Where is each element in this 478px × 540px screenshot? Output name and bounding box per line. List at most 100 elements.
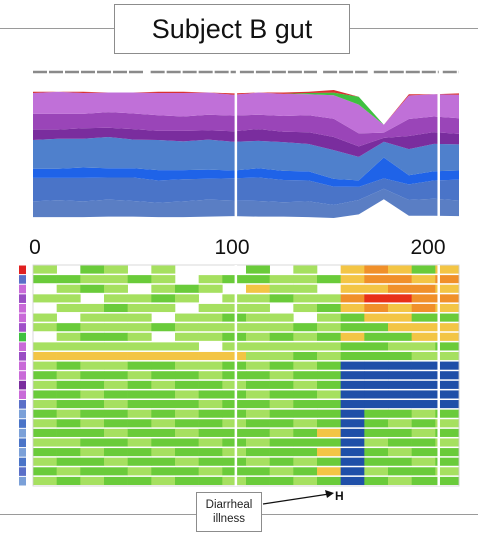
heatmap-cell-15-11 xyxy=(293,409,318,418)
heatmap-cell-17-9 xyxy=(246,428,270,437)
heatmap-cell-16-15 xyxy=(388,419,412,428)
heatmap-cell-4-16 xyxy=(411,303,436,313)
heatmap-cell-14-15 xyxy=(388,400,412,409)
heatmap-cell-20-3 xyxy=(104,457,128,466)
heatmap-cell-8-9 xyxy=(246,342,270,351)
row-label-swatch-1 xyxy=(19,275,26,284)
heatmap-cell-15-13 xyxy=(340,409,365,418)
heatmap-cell-20-5 xyxy=(151,457,176,466)
heatmap-cell-5-14 xyxy=(364,313,389,322)
heatmap-cell-6-11 xyxy=(293,323,318,332)
x-tick-label-200: 200 xyxy=(410,236,446,259)
heatmap-cell-21-9 xyxy=(246,467,270,476)
heatmap-cell-21-3 xyxy=(104,467,128,476)
heatmap-cell-10-10 xyxy=(269,361,294,370)
heatmap-cell-20-1 xyxy=(56,457,81,466)
row-label-swatch-17 xyxy=(19,428,26,438)
heatmap-cell-15-17 xyxy=(435,409,460,418)
heatmap-cell-2-6 xyxy=(175,284,199,293)
heatmap-cell-10-8 xyxy=(222,361,247,370)
heatmap-cell-15-9 xyxy=(246,409,270,418)
heatmap-cell-22-8 xyxy=(222,476,247,485)
heatmap-cell-1-8 xyxy=(222,275,247,284)
heatmap-cell-19-15 xyxy=(388,448,412,457)
callout-line-1: Diarrheal xyxy=(205,499,253,511)
heatmap-cell-13-12 xyxy=(317,390,341,399)
heatmap-cell-13-15 xyxy=(388,390,412,399)
heatmap-cell-22-4 xyxy=(127,476,152,485)
heatmap-cell-1-17 xyxy=(435,275,460,284)
heatmap-cell-1-7 xyxy=(198,275,223,284)
heatmap-cell-22-11 xyxy=(293,476,318,485)
heatmap-cell-22-14 xyxy=(364,476,389,485)
heatmap-cell-16-6 xyxy=(175,419,199,428)
heatmap-cell-7-1 xyxy=(56,332,81,341)
heatmap-cell-12-1 xyxy=(56,380,81,389)
heatmap-cell-15-1 xyxy=(56,409,81,418)
heatmap-cell-9-15 xyxy=(388,351,412,361)
heatmap-cell-20-15 xyxy=(388,457,412,466)
heatmap-cell-20-4 xyxy=(127,457,152,466)
heatmap-cell-16-4 xyxy=(127,419,152,428)
heatmap-cell-4-9 xyxy=(246,303,270,313)
heatmap-cell-15-16 xyxy=(411,409,436,418)
heatmap-cell-16-12 xyxy=(317,419,341,428)
heatmap-cell-1-13 xyxy=(340,275,365,284)
heatmap-cell-1-11 xyxy=(293,275,318,284)
heatmap-cell-11-7 xyxy=(198,371,223,380)
heatmap-cell-17-1 xyxy=(56,428,81,437)
heatmap-cell-13-3 xyxy=(104,390,128,399)
heatmap-cell-12-7 xyxy=(198,380,223,389)
heatmap-cell-10-12 xyxy=(317,361,341,370)
heatmap-cell-22-0 xyxy=(33,476,57,485)
heatmap-cell-21-16 xyxy=(411,467,436,476)
heatmap-cell-17-3 xyxy=(104,428,128,437)
heatmap-cell-18-11 xyxy=(293,438,318,447)
heatmap-cell-17-7 xyxy=(198,428,223,437)
heatmap-cell-0-14 xyxy=(364,265,389,274)
heatmap-cell-15-15 xyxy=(388,409,412,418)
row-label-swatch-7 xyxy=(19,332,26,342)
heatmap-cell-8-4 xyxy=(127,342,152,351)
heatmap-cell-14-7 xyxy=(198,400,223,409)
heatmap-cell-15-6 xyxy=(175,409,199,418)
heatmap-cell-3-9 xyxy=(246,294,270,303)
heatmap-cell-13-1 xyxy=(56,390,81,399)
heatmap-cell-4-2 xyxy=(80,303,105,313)
heatmap-cell-9-4 xyxy=(127,351,152,361)
heatmap-cell-0-16 xyxy=(411,265,436,274)
heatmap-cell-12-2 xyxy=(80,380,105,389)
heatmap-cell-20-2 xyxy=(80,457,105,466)
heatmap-cell-19-8 xyxy=(222,448,247,457)
heatmap-cell-7-14 xyxy=(364,332,389,341)
heatmap-cell-7-2 xyxy=(80,332,105,341)
heatmap-cell-20-14 xyxy=(364,457,389,466)
row-label-swatch-14 xyxy=(19,400,26,409)
heatmap-cell-15-8 xyxy=(222,409,247,418)
stream-layer-1 xyxy=(33,177,459,205)
heatmap-cell-12-10 xyxy=(269,380,294,389)
heatmap-cell-11-12 xyxy=(317,371,341,380)
row-label-swatch-9 xyxy=(19,351,26,361)
heatmap-cell-19-12 xyxy=(317,448,341,457)
row-label-swatch-0 xyxy=(19,265,26,275)
heatmap-cell-20-0 xyxy=(33,457,57,466)
heatmap-cell-18-12 xyxy=(317,438,341,447)
heatmap-cell-12-5 xyxy=(151,380,176,389)
heatmap-cell-2-11 xyxy=(293,284,318,293)
diarrheal-illness-callout: Diarrheal illness xyxy=(196,492,262,532)
heatmap-cell-0-13 xyxy=(340,265,365,274)
row-label-swatch-2 xyxy=(19,284,26,294)
heatmap-cell-7-10 xyxy=(269,332,294,341)
heatmap-cell-10-16 xyxy=(411,361,436,370)
heatmap-cell-12-8 xyxy=(222,380,247,389)
heatmap-cell-9-0 xyxy=(33,351,57,361)
heatmap-cell-6-4 xyxy=(127,323,152,332)
heatmap-cell-11-8 xyxy=(222,371,247,380)
heatmap-cell-3-16 xyxy=(411,294,436,303)
heatmap-cell-15-10 xyxy=(269,409,294,418)
heatmap-cell-2-2 xyxy=(80,284,105,293)
heatmap-cell-17-4 xyxy=(127,428,152,437)
heatmap-cell-6-16 xyxy=(411,323,436,332)
heatmap-cell-4-15 xyxy=(388,303,412,313)
